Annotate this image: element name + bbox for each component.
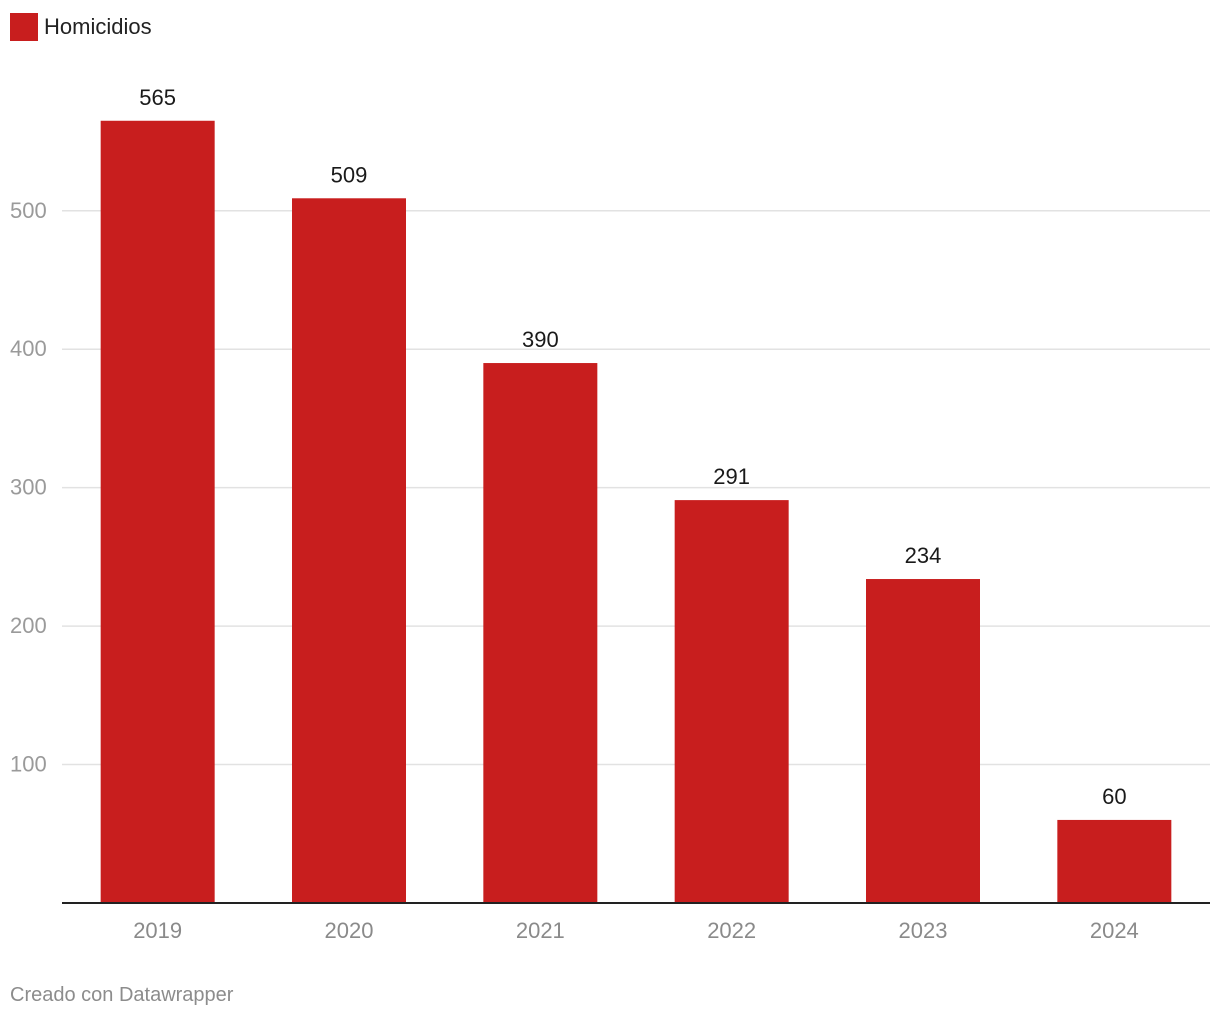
x-tick-label-2022: 2022 xyxy=(707,918,756,943)
y-tick-label-100: 100 xyxy=(10,752,47,777)
bar-2024 xyxy=(1057,819,1172,903)
data-label-2022: 291 xyxy=(713,464,750,489)
x-tick-label-2021: 2021 xyxy=(516,918,565,943)
credit-text: Creado con Datawrapper xyxy=(10,984,234,1006)
legend: Homicidios xyxy=(10,12,152,42)
bar-2021 xyxy=(483,363,598,903)
data-label-2021: 390 xyxy=(522,327,559,352)
data-label-2023: 234 xyxy=(905,543,942,568)
x-tick-label-2023: 2023 xyxy=(899,918,948,943)
bar-2022 xyxy=(674,500,789,903)
legend-label: Homicidios xyxy=(44,14,152,39)
data-label-2020: 509 xyxy=(331,162,368,187)
data-label-2024: 60 xyxy=(1102,784,1126,809)
y-tick-label-500: 500 xyxy=(10,198,47,223)
x-tick-label-2019: 2019 xyxy=(133,918,182,943)
bar-2019 xyxy=(100,120,215,903)
y-tick-label-300: 300 xyxy=(10,475,47,500)
y-tick-label-400: 400 xyxy=(10,336,47,361)
y-tick-label-200: 200 xyxy=(10,613,47,638)
data-label-2019: 565 xyxy=(139,85,176,110)
bar-2023 xyxy=(866,579,980,903)
legend-swatch xyxy=(10,13,38,41)
x-tick-label-2024: 2024 xyxy=(1090,918,1139,943)
x-tick-label-2020: 2020 xyxy=(325,918,374,943)
bar-2020 xyxy=(292,198,406,904)
